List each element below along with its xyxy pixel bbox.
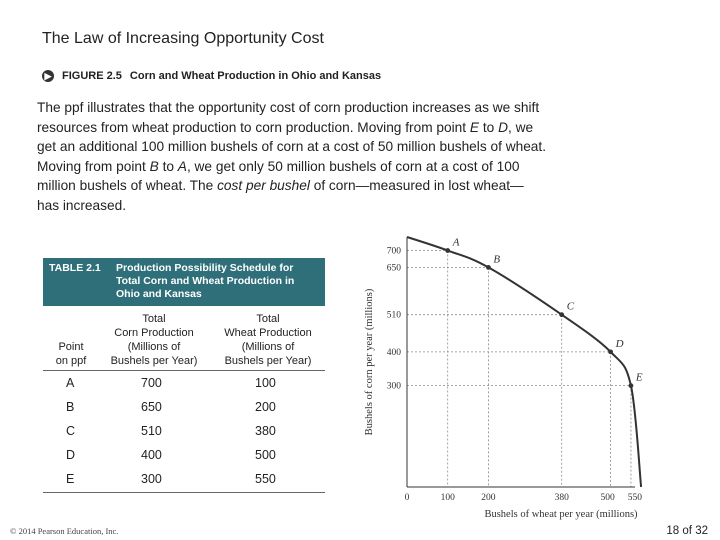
point-label-a: A	[452, 237, 460, 249]
col-header-wheat-l3: (Millions of	[241, 341, 295, 353]
table-caption: Production Possibility Schedule for Tota…	[116, 262, 295, 300]
y-tick-510: 510	[387, 311, 402, 321]
row-d-corn: 400	[141, 448, 162, 462]
para-to-2: to	[162, 158, 174, 174]
ppf-curve	[406, 236, 643, 488]
copyright-footer: © 2014 Pearson Education, Inc.	[10, 526, 119, 536]
para-point-a: A	[177, 158, 187, 174]
para-line-4-end: , we get only 50 million bushels of corn…	[186, 158, 520, 174]
para-cost-per-bushel: cost per bushel	[217, 178, 310, 193]
para-line-6: has increased.	[37, 197, 127, 213]
point-label-e: E	[635, 372, 643, 384]
x-tick-500: 500	[600, 493, 615, 503]
para-line-2-end: , we	[507, 119, 534, 135]
table-bottom-rule	[43, 492, 325, 493]
chart-points: A B C D E	[445, 237, 643, 389]
col-header-point-l2: on ppf	[55, 355, 87, 367]
para-line-4: Moving from point	[37, 158, 146, 174]
row-d-wheat: 500	[255, 448, 276, 462]
x-axis-label: Bushels of wheat per year (millions)	[484, 509, 638, 520]
point-label-b: B	[493, 253, 500, 265]
para-line-1: The ppf illustrates that the opportunity…	[37, 100, 540, 115]
para-point-d: D	[498, 119, 508, 135]
y-tick-300: 300	[387, 382, 402, 392]
col-header-wheat-l1: Total	[256, 313, 280, 325]
col-header-point-l1: Point	[58, 341, 84, 353]
para-line-5: million bushels of wheat. The	[37, 178, 214, 193]
para-line-5-end: of corn—measured in lost wheat—	[313, 178, 524, 193]
figure-number: FIGURE 2.5	[62, 70, 122, 82]
play-circle-icon[interactable]: ▶	[42, 70, 54, 82]
point-e	[628, 383, 634, 389]
y-axis-label: Bushels of corn per year (millions)	[364, 288, 375, 435]
ppf-chart: 300 400 510 650 700 0 100 200 380 500 550 A B C D E Bu…	[364, 236, 643, 520]
para-to-1: to	[482, 119, 495, 135]
x-tick-550: 550	[628, 493, 643, 503]
point-b	[486, 265, 491, 270]
row-b-wheat: 200	[255, 400, 276, 414]
description-paragraph: The ppf illustrates that the opportunity…	[37, 98, 647, 215]
row-d-point: D	[66, 448, 76, 462]
slide-title: The Law of Increasing Opportunity Cost	[42, 30, 324, 47]
para-line-3: get an additional 100 million bushels of…	[37, 139, 547, 154]
point-label-c: C	[567, 301, 575, 313]
row-e-wheat: 550	[255, 472, 276, 486]
row-a-wheat: 100	[255, 376, 276, 390]
point-label-d: D	[615, 338, 624, 350]
figure-caption-line: ▶ FIGURE 2.5 Corn and Wheat Production i…	[42, 70, 381, 82]
col-header-corn-l1: Total	[142, 313, 166, 325]
x-tick-380: 380	[555, 493, 570, 503]
page-total: 32	[695, 525, 708, 537]
row-e-corn: 300	[141, 472, 162, 486]
y-tick-700: 700	[387, 247, 402, 257]
row-b-point: B	[66, 400, 75, 414]
x-tick-200: 200	[481, 493, 496, 503]
table-header-rule	[43, 370, 325, 371]
figure-caption: Corn and Wheat Production in Ohio and Ka…	[129, 70, 382, 82]
chart-dash-lines	[407, 250, 632, 487]
row-c-wheat: 380	[255, 424, 276, 438]
table-header-bar: TABLE 2.1 Production Possibility Schedul…	[43, 258, 325, 306]
col-header-corn-l2: Corn Production	[114, 327, 194, 339]
row-c-point: C	[66, 424, 76, 438]
x-tick-100: 100	[441, 493, 456, 503]
col-header-corn: Total Corn Production (Millions of Bushe…	[100, 312, 208, 368]
col-header-corn-l3: (Millions of	[127, 341, 181, 353]
point-d	[608, 349, 613, 355]
col-header-wheat-l4: Bushels per Year)	[224, 355, 312, 367]
page-number: 18 of 32	[666, 525, 708, 537]
col-header-wheat-l2: Wheat Production	[224, 327, 312, 339]
point-c	[559, 312, 565, 318]
y-tick-650: 650	[387, 263, 402, 273]
row-b-corn: 650	[141, 400, 162, 414]
col-header-wheat: Total Wheat Production (Millions of Bush…	[212, 312, 324, 368]
chart-ticks: 300 400 510 650 700 0 100 200 380 500 550	[387, 247, 643, 503]
para-point-e: E	[469, 119, 480, 135]
row-e-point: E	[66, 472, 75, 486]
row-a-point: A	[66, 376, 75, 390]
page-of: of	[682, 525, 692, 537]
col-header-corn-l4: Bushels per Year)	[110, 355, 198, 367]
col-header-point: Point on ppf	[48, 340, 94, 368]
point-a	[445, 248, 451, 253]
page-current: 18	[666, 525, 680, 537]
y-tick-400: 400	[387, 348, 402, 358]
table-number: TABLE 2.1	[49, 262, 101, 274]
x-tick-0: 0	[405, 493, 410, 503]
row-a-corn: 700	[141, 376, 162, 390]
row-c-corn: 510	[141, 424, 162, 438]
para-point-b: B	[149, 158, 159, 174]
para-line-2: resources from wheat production to corn …	[37, 119, 467, 135]
